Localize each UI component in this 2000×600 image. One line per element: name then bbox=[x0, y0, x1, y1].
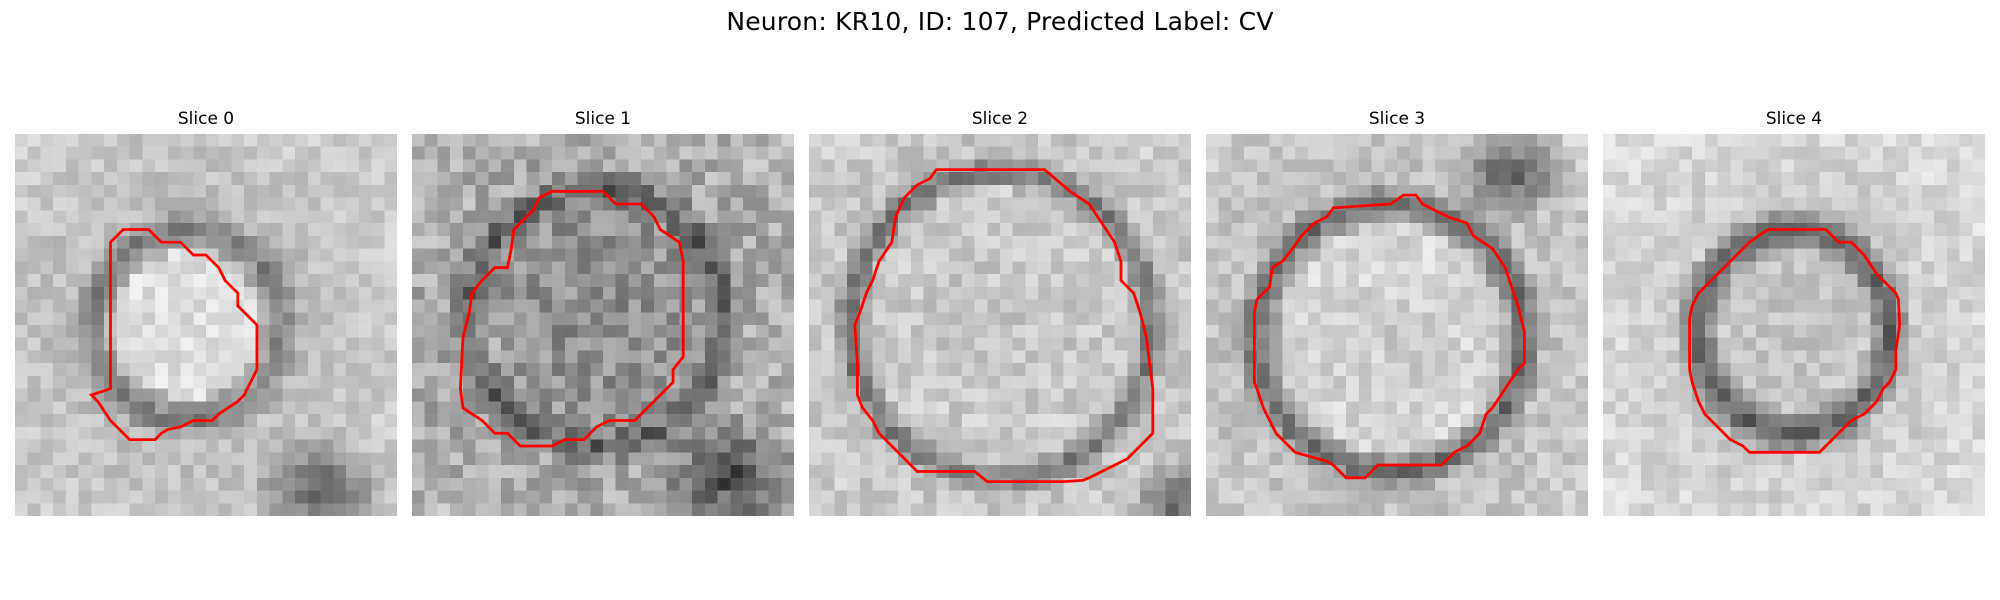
figure-title: Neuron: KR10, ID: 107, Predicted Label: … bbox=[0, 6, 2000, 38]
contour-1 bbox=[412, 134, 794, 516]
segmentation-contour bbox=[91, 230, 257, 440]
contour-4 bbox=[1603, 134, 1985, 516]
slice-title-4: Slice 4 bbox=[1603, 108, 1985, 130]
slice-image-0 bbox=[15, 134, 397, 516]
slice-image-3 bbox=[1206, 134, 1588, 516]
segmentation-contour bbox=[1690, 230, 1900, 453]
contour-0 bbox=[15, 134, 397, 516]
contour-2 bbox=[809, 134, 1191, 516]
segmentation-contour bbox=[855, 170, 1153, 482]
slice-image-2 bbox=[809, 134, 1191, 516]
slice-title-0: Slice 0 bbox=[15, 108, 397, 130]
slice-title-2: Slice 2 bbox=[809, 108, 1191, 130]
slice-title-1: Slice 1 bbox=[412, 108, 794, 130]
segmentation-contour bbox=[460, 191, 683, 446]
slice-image-4 bbox=[1603, 134, 1985, 516]
segmentation-contour bbox=[1254, 195, 1524, 478]
contour-3 bbox=[1206, 134, 1588, 516]
slice-image-1 bbox=[412, 134, 794, 516]
slice-title-3: Slice 3 bbox=[1206, 108, 1588, 130]
